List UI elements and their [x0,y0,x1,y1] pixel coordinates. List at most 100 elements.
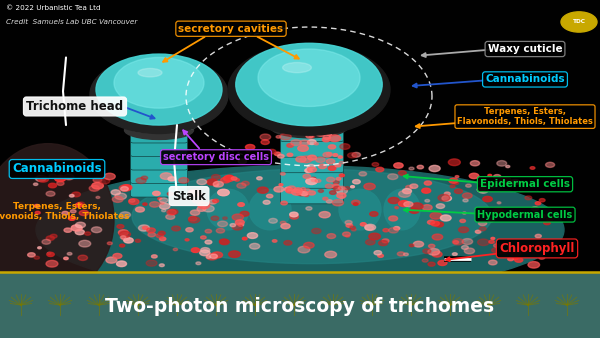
Circle shape [311,228,321,234]
Circle shape [383,228,389,232]
Circle shape [409,167,414,170]
Circle shape [206,256,211,258]
Circle shape [79,210,89,216]
Circle shape [470,161,479,166]
Circle shape [336,177,341,180]
Circle shape [532,244,539,248]
Circle shape [279,184,283,186]
Circle shape [539,198,545,202]
Circle shape [305,168,312,173]
Circle shape [428,244,435,248]
Ellipse shape [0,144,114,296]
Circle shape [494,244,500,247]
Circle shape [343,232,350,236]
Circle shape [120,212,130,218]
Circle shape [409,244,414,247]
Circle shape [280,134,291,140]
Circle shape [151,121,161,126]
Circle shape [312,115,328,124]
Circle shape [292,108,302,115]
Circle shape [328,145,335,149]
Circle shape [389,216,398,221]
Circle shape [296,112,315,123]
Circle shape [257,187,268,193]
Circle shape [186,228,193,232]
Circle shape [139,225,149,231]
Ellipse shape [207,189,249,230]
Circle shape [374,251,382,255]
Circle shape [211,216,219,220]
Circle shape [76,222,85,228]
Circle shape [291,140,301,146]
Circle shape [398,201,409,207]
FancyBboxPatch shape [0,0,600,272]
Circle shape [397,252,404,256]
Circle shape [561,12,597,32]
Circle shape [406,185,412,189]
Circle shape [207,179,217,185]
Circle shape [365,240,375,245]
Circle shape [112,196,123,202]
Circle shape [311,179,316,182]
Circle shape [307,164,315,169]
Ellipse shape [249,189,291,230]
Circle shape [92,183,103,189]
Circle shape [281,223,290,229]
Circle shape [403,189,412,194]
Circle shape [352,228,356,231]
Circle shape [291,108,308,118]
Circle shape [64,257,68,260]
Circle shape [328,166,336,170]
Circle shape [220,239,229,244]
Circle shape [298,145,308,151]
Circle shape [46,236,55,240]
Circle shape [75,230,85,235]
Circle shape [107,242,112,245]
Circle shape [200,248,210,253]
Circle shape [200,250,210,256]
Circle shape [483,196,492,202]
Circle shape [304,242,314,248]
Circle shape [536,242,545,247]
Circle shape [316,115,334,125]
Circle shape [188,217,200,223]
Circle shape [333,115,346,122]
Circle shape [166,214,175,219]
Circle shape [372,163,379,166]
Circle shape [173,121,184,127]
Circle shape [298,246,310,253]
Circle shape [49,183,56,188]
Circle shape [326,200,332,203]
Circle shape [463,193,472,198]
Circle shape [266,194,273,198]
Circle shape [410,208,419,213]
Circle shape [352,200,360,205]
Circle shape [316,112,334,123]
Circle shape [47,252,54,257]
Circle shape [152,255,157,258]
Circle shape [188,216,197,221]
Circle shape [223,217,227,219]
Circle shape [314,143,319,145]
Circle shape [141,176,148,180]
Circle shape [382,239,389,243]
Circle shape [46,260,58,267]
Circle shape [535,234,541,238]
Ellipse shape [125,121,193,139]
Circle shape [389,227,398,233]
Circle shape [316,112,331,121]
Circle shape [292,122,300,126]
Circle shape [398,191,410,197]
Circle shape [218,221,227,227]
Circle shape [220,239,229,245]
Circle shape [422,204,432,210]
Circle shape [214,184,218,187]
Circle shape [335,164,341,167]
Circle shape [340,196,344,199]
Circle shape [428,262,435,266]
Text: Cannabinoids: Cannabinoids [485,74,565,84]
Circle shape [278,154,284,158]
Circle shape [290,114,305,122]
Circle shape [58,175,62,177]
Text: Waxy cuticle: Waxy cuticle [488,44,562,54]
